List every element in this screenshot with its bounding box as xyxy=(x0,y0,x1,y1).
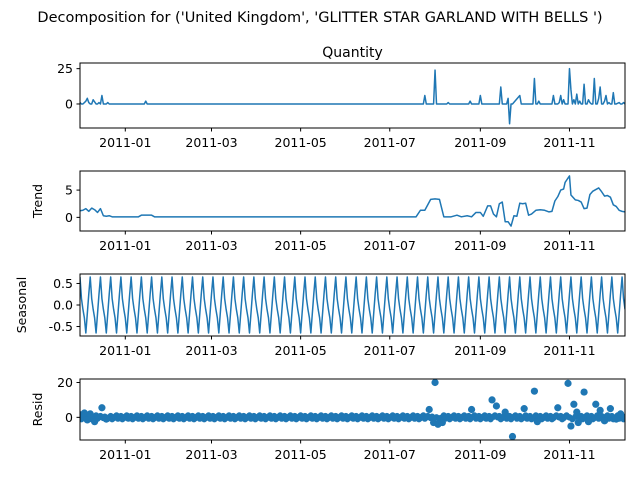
axes-frame xyxy=(79,62,626,129)
resid-outlier-point xyxy=(98,404,106,412)
resid-outlier-point xyxy=(492,402,501,410)
y-axis-label: Seasonal xyxy=(14,277,29,334)
subplot-1: 2011-01 2011-03 2011-05 2011-07 2011-09 2011-… xyxy=(57,45,626,150)
x-tick-label: 2011-01 xyxy=(99,238,151,253)
resid-outlier-point xyxy=(564,379,572,387)
x-tick-label: 2011-07 xyxy=(364,135,416,150)
subplot-title: Quantity xyxy=(322,45,383,61)
resid-outlier-point xyxy=(573,408,581,416)
plot-area xyxy=(80,379,625,440)
resid-outlier-point xyxy=(612,415,620,423)
x-tick-label: 2011-01 xyxy=(99,447,151,462)
x-tick-label: 2011-09 xyxy=(454,343,506,358)
y-axis-label: Resid xyxy=(30,393,45,427)
subplot-2: 2011-01 2011-03 2011-05 2011-07 2011-09 2011-… xyxy=(30,170,626,253)
resid-outlier-point xyxy=(574,418,582,427)
x-tick-label: 2011-05 xyxy=(275,135,327,150)
x-tick-label: 2011-09 xyxy=(454,238,506,253)
series-line xyxy=(80,67,625,125)
resid-outlier-point xyxy=(596,406,604,414)
plot-area xyxy=(80,67,625,125)
resid-outlier-point xyxy=(438,418,446,427)
resid-outlier-point xyxy=(617,410,625,418)
x-tick-label: 2011-09 xyxy=(454,135,506,150)
x-tick-label: 2011-07 xyxy=(364,238,416,253)
x-tick-label: 2011-07 xyxy=(364,447,416,462)
y-tick-label: 25 xyxy=(57,61,73,76)
resid-outlier-point xyxy=(425,405,433,414)
y-tick-label: 0.0 xyxy=(53,298,73,313)
x-tick-label: 2011-01 xyxy=(99,135,151,150)
resid-outlier-point xyxy=(86,410,94,418)
x-tick-label: 2011-03 xyxy=(185,343,237,358)
resid-outlier-point xyxy=(606,405,614,413)
x-tick-label: 2011-03 xyxy=(185,135,237,150)
resid-outlier-point xyxy=(567,422,575,430)
resid-outlier-point xyxy=(488,396,496,404)
resid-outlier-point xyxy=(501,408,509,416)
x-tick-label: 2011-11 xyxy=(543,135,595,150)
resid-outlier-point xyxy=(570,400,578,408)
y-tick-label: 0 xyxy=(65,210,73,225)
subplot-4: 2011-01 2011-03 2011-05 2011-07 2011-09 2011-… xyxy=(30,375,626,462)
resid-outlier-point xyxy=(91,418,99,426)
x-tick-label: 2011-05 xyxy=(275,447,327,462)
resid-outlier-point xyxy=(83,416,91,424)
y-tick-label: 20 xyxy=(57,375,73,390)
x-tick-label: 2011-11 xyxy=(543,447,595,462)
resid-outlier-point xyxy=(102,415,110,423)
y-axis-label: Trend xyxy=(30,184,45,219)
x-tick-label: 2011-11 xyxy=(543,238,595,253)
x-tick-label: 2011-03 xyxy=(185,238,237,253)
resid-outlier-point xyxy=(592,400,600,408)
resid-outlier-point xyxy=(554,404,562,412)
plot-area xyxy=(80,175,625,227)
x-tick-label: 2011-05 xyxy=(275,343,327,358)
subplot-3: 2011-01 2011-03 2011-05 2011-07 2011-09 2011-… xyxy=(14,273,626,358)
resid-outlier-point xyxy=(80,409,88,417)
x-tick-label: 2011-01 xyxy=(99,343,151,358)
resid-outlier-point xyxy=(467,405,476,414)
resid-outlier-point xyxy=(533,418,541,426)
y-tick-label: 0 xyxy=(65,96,73,111)
subplots: 2011-01 2011-03 2011-05 2011-07 2011-09 2011-… xyxy=(14,45,626,462)
series-line xyxy=(80,175,625,227)
x-tick-label: 2011-07 xyxy=(364,343,416,358)
resid-outlier-point xyxy=(584,418,593,426)
x-tick-label: 2011-03 xyxy=(185,447,237,462)
figure-title: Decomposition for ('United Kingdom', 'GL… xyxy=(37,10,602,26)
axes-frame xyxy=(79,378,626,441)
resid-outlier-point xyxy=(600,417,609,425)
axes-frame xyxy=(79,170,626,232)
y-tick-label: -0.5 xyxy=(49,319,73,334)
resid-outlier-point xyxy=(431,379,439,387)
resid-outlier-point xyxy=(508,432,517,440)
resid-outlier-point xyxy=(580,388,588,396)
resid-outlier-point xyxy=(520,405,528,413)
seasonal-line xyxy=(80,276,625,334)
plot-area xyxy=(80,276,625,334)
x-tick-label: 2011-05 xyxy=(275,238,327,253)
y-tick-label: 5 xyxy=(65,183,73,198)
x-tick-label: 2011-09 xyxy=(454,447,506,462)
resid-outlier-point xyxy=(530,387,539,395)
y-tick-label: 0 xyxy=(65,410,73,425)
y-tick-label: 0.5 xyxy=(53,276,73,291)
x-tick-label: 2011-11 xyxy=(543,343,595,358)
